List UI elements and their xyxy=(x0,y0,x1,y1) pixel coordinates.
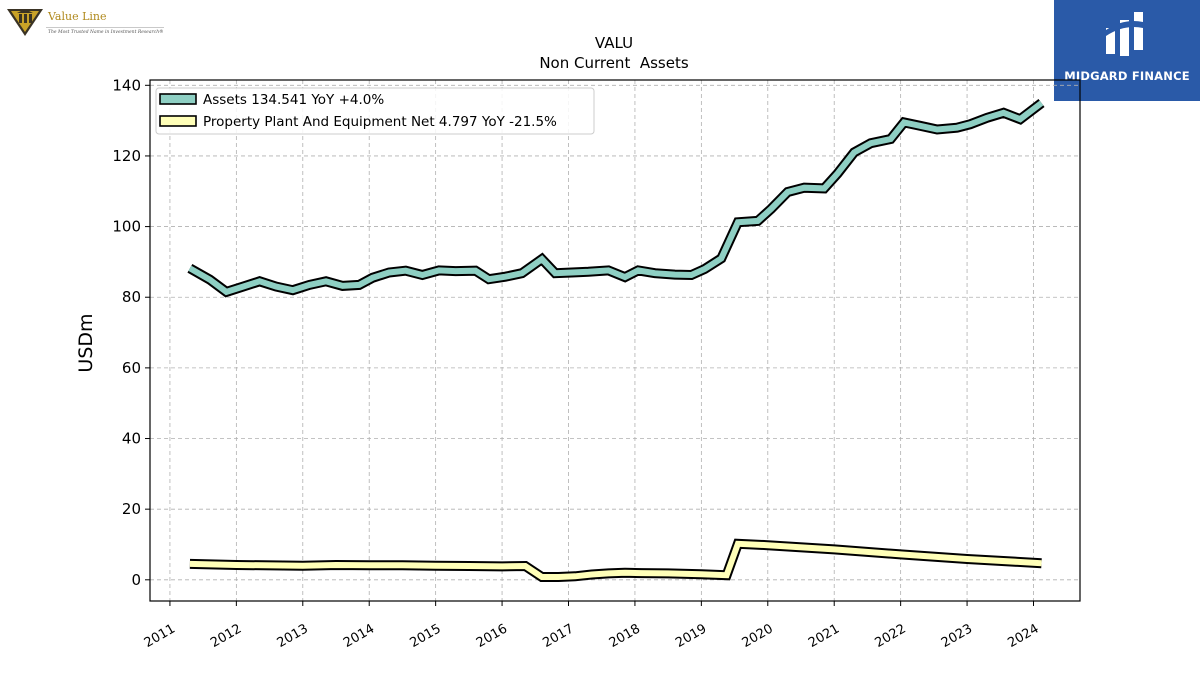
legend-box xyxy=(155,87,595,135)
chart-title: VALU xyxy=(595,34,633,52)
y-axis: 0 20 40 60 80 100 120 140 xyxy=(112,76,150,589)
x-tick-label: 2013 xyxy=(275,621,311,651)
x-tick-label: 2022 xyxy=(872,621,908,651)
y-tick-label: 40 xyxy=(122,430,141,448)
chart-subtitle: Non Current Assets xyxy=(539,54,689,72)
value-line-logo: Value Line The Most Trusted Name in Inve… xyxy=(6,6,166,42)
y-tick-label: 0 xyxy=(131,571,141,589)
y-tick-label: 100 xyxy=(112,218,141,236)
plot-frame xyxy=(149,79,1081,602)
logo-divider xyxy=(46,27,164,28)
x-tick-label: 2015 xyxy=(407,621,443,651)
x-tick-label: 2020 xyxy=(740,621,776,651)
series-area xyxy=(187,99,1045,582)
x-axis: 2011 2012 2013 2014 2015 2016 2017 2018 2019 2020… xyxy=(142,601,1042,651)
x-tick-label: 2014 xyxy=(341,621,377,651)
x-tick-label: 2011 xyxy=(142,621,178,651)
value-line-name: Value Line xyxy=(48,10,107,23)
x-tick-label: 2012 xyxy=(208,621,244,651)
y-tick-label: 60 xyxy=(122,359,141,377)
value-line-emblem-icon xyxy=(7,9,43,36)
midgard-finance-name: MIDGARD FINANCE xyxy=(1064,69,1190,83)
y-tick-label: 80 xyxy=(122,288,141,306)
y-axis-label: USDm xyxy=(75,313,97,372)
ppe-series-line xyxy=(189,540,1042,580)
legend: Assets 134.541 YoY +4.0% Property Plant A… xyxy=(155,87,595,135)
x-tick-label: 2019 xyxy=(673,621,709,651)
y-tick-label: 20 xyxy=(122,500,141,518)
x-tick-label: 2017 xyxy=(540,621,576,651)
x-tick-label: 2021 xyxy=(806,621,842,651)
grid xyxy=(150,80,1080,601)
x-tick-label: 2018 xyxy=(607,621,643,651)
y-tick-label: 120 xyxy=(112,147,141,165)
y-tick-label: 140 xyxy=(112,76,141,94)
midgard-emblem-icon xyxy=(1106,12,1143,56)
x-tick-label: 2024 xyxy=(1005,621,1041,651)
value-line-tagline: The Most Trusted Name in Investment Rese… xyxy=(48,30,164,35)
assets-legend-swatch xyxy=(159,93,197,105)
x-tick-label: 2016 xyxy=(474,621,510,651)
x-tick-label: 2023 xyxy=(939,621,975,651)
axes xyxy=(149,79,1081,602)
ppe-legend-swatch xyxy=(159,115,197,127)
assets-series-line xyxy=(188,100,1044,296)
midgard-finance-logo: MIDGARD FINANCE xyxy=(1054,0,1200,101)
legend-entry: Assets 134.541 YoY +4.0% xyxy=(203,92,384,108)
legend-entry: Property Plant And Equipment Net 4.797 Y… xyxy=(203,114,557,130)
